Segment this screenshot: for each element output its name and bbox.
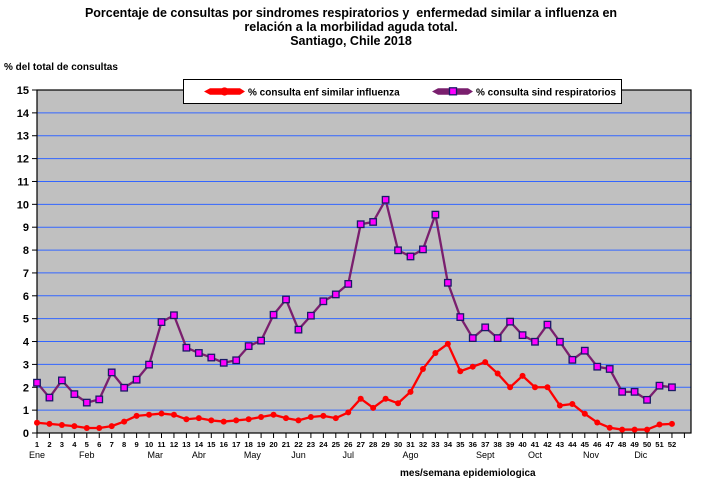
svg-text:18: 18 (244, 440, 252, 449)
svg-text:12: 12 (170, 440, 178, 449)
svg-text:May: May (244, 450, 262, 460)
svg-text:34: 34 (444, 440, 453, 449)
svg-text:8: 8 (23, 245, 29, 257)
svg-text:3: 3 (60, 440, 64, 449)
svg-text:38: 38 (493, 440, 501, 449)
svg-text:1: 1 (35, 440, 40, 449)
svg-text:% consulta enf similar influen: % consulta enf similar influenza (248, 87, 400, 98)
svg-text:Mar: Mar (148, 450, 164, 460)
svg-text:43: 43 (556, 440, 564, 449)
svg-text:32: 32 (419, 440, 427, 449)
svg-text:9: 9 (23, 222, 29, 234)
svg-text:Sept: Sept (476, 450, 495, 460)
svg-text:28: 28 (369, 440, 377, 449)
svg-text:Ago: Ago (402, 450, 418, 460)
svg-text:Abr: Abr (192, 450, 206, 460)
svg-text:14: 14 (17, 108, 30, 120)
svg-text:9: 9 (134, 440, 138, 449)
svg-text:22: 22 (294, 440, 302, 449)
svg-text:23: 23 (307, 440, 315, 449)
svg-text:44: 44 (568, 440, 577, 449)
svg-text:20: 20 (269, 440, 277, 449)
svg-text:Jul: Jul (342, 450, 354, 460)
svg-text:0: 0 (23, 428, 29, 440)
svg-text:17: 17 (232, 440, 240, 449)
svg-text:49: 49 (630, 440, 638, 449)
svg-text:13: 13 (17, 131, 29, 143)
svg-text:4: 4 (23, 337, 30, 349)
svg-text:41: 41 (531, 440, 540, 449)
svg-text:11: 11 (17, 176, 29, 188)
svg-text:36: 36 (469, 440, 477, 449)
svg-text:4: 4 (72, 440, 77, 449)
svg-text:11: 11 (157, 440, 166, 449)
svg-text:40: 40 (518, 440, 526, 449)
svg-text:31: 31 (406, 440, 415, 449)
svg-text:29: 29 (381, 440, 389, 449)
svg-text:13: 13 (182, 440, 190, 449)
svg-text:Dic: Dic (634, 450, 647, 460)
svg-text:51: 51 (655, 440, 664, 449)
svg-text:7: 7 (110, 440, 114, 449)
svg-text:% consulta sind respiratorios: % consulta sind respiratorios (476, 87, 616, 98)
svg-text:Ene: Ene (29, 450, 45, 460)
svg-text:21: 21 (282, 440, 291, 449)
svg-text:12: 12 (17, 154, 29, 166)
svg-text:10: 10 (145, 440, 153, 449)
svg-text:27: 27 (356, 440, 364, 449)
svg-text:25: 25 (332, 440, 341, 449)
svg-text:14: 14 (195, 440, 204, 449)
svg-text:Feb: Feb (79, 450, 95, 460)
svg-text:7: 7 (23, 268, 29, 280)
svg-text:Jun: Jun (291, 450, 306, 460)
svg-text:45: 45 (581, 440, 590, 449)
svg-text:2: 2 (47, 440, 51, 449)
svg-text:5: 5 (23, 314, 29, 326)
svg-text:52: 52 (668, 440, 676, 449)
svg-text:6: 6 (97, 440, 101, 449)
svg-text:48: 48 (618, 440, 626, 449)
svg-text:47: 47 (605, 440, 613, 449)
svg-text:46: 46 (593, 440, 601, 449)
svg-text:50: 50 (643, 440, 651, 449)
svg-text:6: 6 (23, 291, 29, 303)
svg-text:Nov: Nov (583, 450, 600, 460)
svg-text:8: 8 (122, 440, 126, 449)
svg-text:3: 3 (23, 359, 29, 371)
svg-text:37: 37 (481, 440, 489, 449)
svg-text:19: 19 (257, 440, 265, 449)
svg-text:2: 2 (23, 382, 29, 394)
svg-text:26: 26 (344, 440, 352, 449)
svg-text:1: 1 (23, 405, 29, 417)
svg-text:33: 33 (431, 440, 439, 449)
svg-text:15: 15 (17, 85, 29, 97)
svg-text:Oct: Oct (528, 450, 543, 460)
svg-text:39: 39 (506, 440, 514, 449)
svg-text:35: 35 (456, 440, 465, 449)
svg-text:15: 15 (207, 440, 216, 449)
svg-text:30: 30 (394, 440, 402, 449)
svg-text:24: 24 (319, 440, 328, 449)
svg-text:10: 10 (17, 199, 29, 211)
svg-text:16: 16 (220, 440, 228, 449)
svg-text:42: 42 (543, 440, 551, 449)
svg-text:5: 5 (85, 440, 90, 449)
